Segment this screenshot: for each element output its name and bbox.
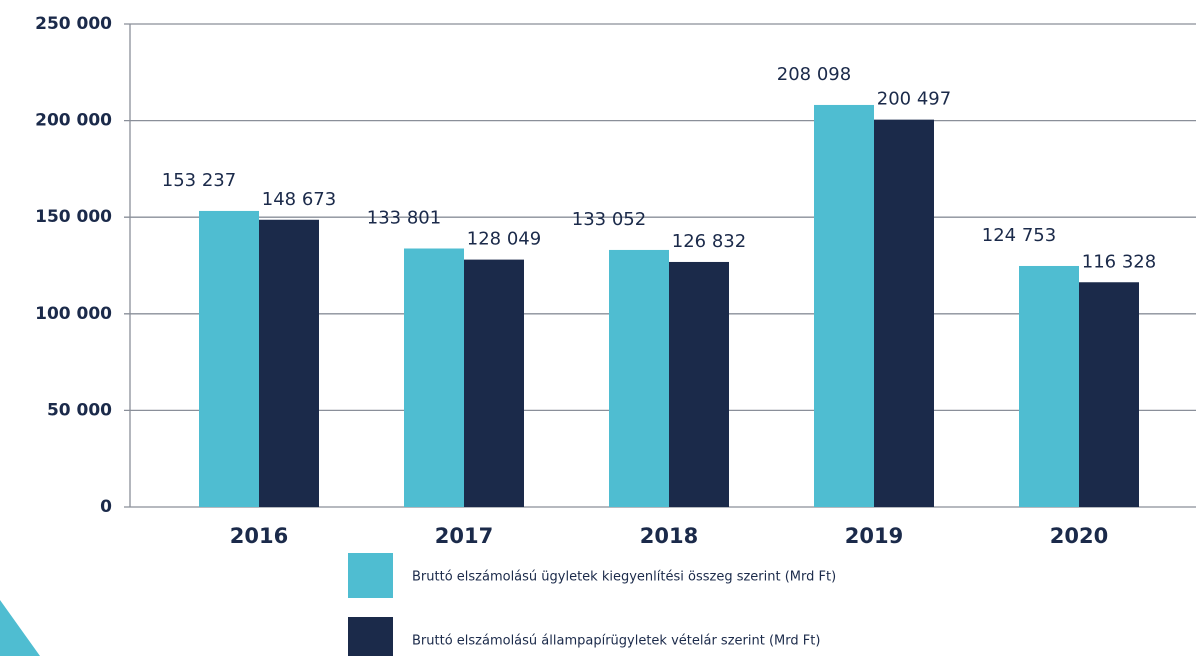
y-tick-label: 100 000: [35, 304, 112, 324]
bar: [464, 259, 524, 507]
value-label: 148 673: [262, 189, 336, 210]
legend-label: Bruttó elszámolású állampapírügyletek vé…: [412, 634, 820, 649]
value-label: 128 049: [467, 229, 541, 250]
bar: [404, 248, 464, 508]
value-label: 116 328: [1082, 251, 1156, 272]
bar: [1079, 282, 1139, 507]
legend-swatch: [348, 553, 393, 598]
decoration: [0, 600, 40, 656]
bar: [259, 219, 319, 507]
bar: [814, 104, 874, 508]
legend-label: Bruttó elszámolású ügyletek kiegyenlítés…: [412, 570, 836, 585]
x-tick-label: 2019: [845, 524, 903, 548]
y-tick-label: 250 000: [35, 14, 112, 34]
value-label: 133 052: [572, 209, 646, 230]
y-tick-label: 200 000: [35, 111, 112, 131]
bar: [669, 261, 729, 507]
value-label: 133 801: [367, 207, 441, 228]
bar: [199, 210, 259, 508]
legend-swatch: [348, 617, 393, 656]
value-label: 208 098: [777, 64, 851, 85]
y-tick-label: 150 000: [35, 207, 112, 227]
x-tick-label: 2018: [640, 524, 698, 548]
bar: [874, 119, 934, 507]
value-label: 200 497: [877, 89, 951, 110]
y-tick-label: 0: [100, 497, 112, 517]
value-label: 153 237: [162, 170, 236, 191]
x-tick-label: 2017: [435, 524, 493, 548]
y-tick-label: 50 000: [47, 400, 112, 420]
value-label: 126 832: [672, 231, 746, 252]
x-tick-label: 2020: [1050, 524, 1108, 548]
bar: [1019, 265, 1079, 507]
bar: [609, 249, 669, 507]
value-label: 124 753: [982, 225, 1056, 246]
x-tick-label: 2016: [230, 524, 288, 548]
